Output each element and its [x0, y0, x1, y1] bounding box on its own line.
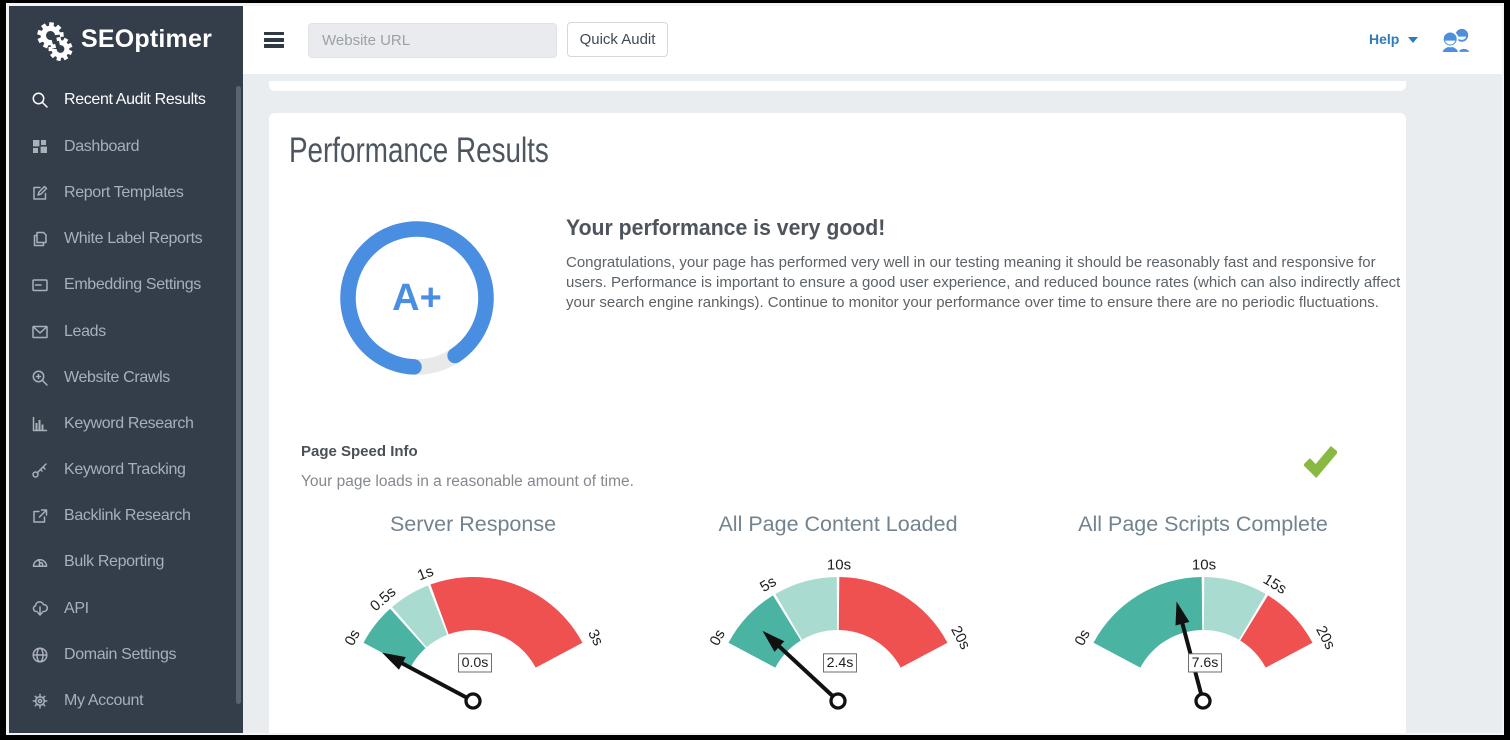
svg-text:20s: 20s [1312, 622, 1338, 651]
svg-text:10s: 10s [826, 555, 850, 572]
svg-text:1s: 1s [415, 562, 436, 584]
svg-text:20s: 20s [947, 622, 973, 651]
svg-text:2.4s: 2.4s [826, 654, 853, 670]
svg-text:7.6s: 7.6s [1191, 654, 1218, 670]
svg-text:A+: A+ [392, 277, 442, 319]
svg-text:10s: 10s [1191, 555, 1215, 572]
svg-text:3s: 3s [584, 626, 606, 648]
svg-text:0s: 0s [341, 626, 363, 648]
svg-text:0.5s: 0.5s [366, 582, 399, 613]
svg-text:0s: 0s [1071, 626, 1093, 648]
svg-text:0.0s: 0.0s [461, 654, 488, 670]
svg-text:5s: 5s [757, 572, 779, 595]
svg-text:0s: 0s [706, 626, 728, 648]
